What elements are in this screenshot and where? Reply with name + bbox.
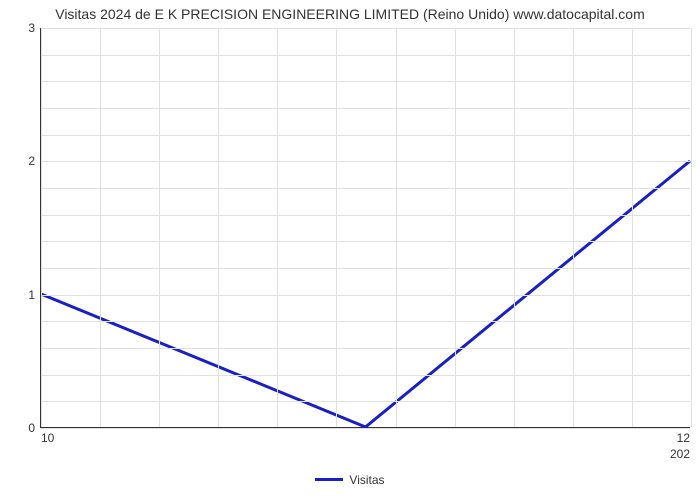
grid-line-vertical: [691, 28, 692, 427]
grid-line-vertical: [41, 28, 42, 427]
grid-line-horizontal: [41, 81, 690, 82]
plot-area: 01231012202: [40, 28, 690, 428]
grid-line-horizontal: [41, 321, 690, 322]
grid-line-horizontal: [41, 188, 690, 189]
grid-line-horizontal: [41, 375, 690, 376]
grid-line-vertical: [100, 28, 101, 427]
grid-line-vertical: [277, 28, 278, 427]
grid-line-vertical: [455, 28, 456, 427]
grid-line-horizontal: [41, 268, 690, 269]
chart-container: Visitas 2024 de E K PRECISION ENGINEERIN…: [0, 0, 700, 500]
grid-line-vertical: [218, 28, 219, 427]
grid-line-horizontal: [41, 348, 690, 349]
y-tick-label: 1: [28, 288, 41, 302]
legend-label: Visitas: [349, 473, 384, 487]
legend-swatch: [315, 478, 343, 481]
chart-title: Visitas 2024 de E K PRECISION ENGINEERIN…: [0, 6, 700, 22]
y-tick-label: 2: [28, 154, 41, 168]
grid-line-vertical: [632, 28, 633, 427]
grid-line-horizontal: [41, 135, 690, 136]
grid-line-horizontal: [41, 295, 690, 296]
x-secondary-label-right: 202: [670, 427, 690, 461]
grid-line-horizontal: [41, 241, 690, 242]
grid-line-horizontal: [41, 108, 690, 109]
x-tick-label-left: 10: [41, 427, 54, 445]
grid-line-vertical: [573, 28, 574, 427]
y-tick-label: 0: [28, 421, 41, 435]
grid-line-vertical: [336, 28, 337, 427]
y-tick-label: 3: [28, 21, 41, 35]
grid-line-horizontal: [41, 28, 690, 29]
series-line: [41, 28, 690, 427]
grid-line-horizontal: [41, 161, 690, 162]
legend: Visitas: [0, 472, 700, 487]
grid-line-horizontal: [41, 401, 690, 402]
grid-line-vertical: [396, 28, 397, 427]
grid-line-horizontal: [41, 428, 690, 429]
grid-line-vertical: [159, 28, 160, 427]
grid-line-horizontal: [41, 215, 690, 216]
grid-line-horizontal: [41, 55, 690, 56]
grid-line-vertical: [514, 28, 515, 427]
